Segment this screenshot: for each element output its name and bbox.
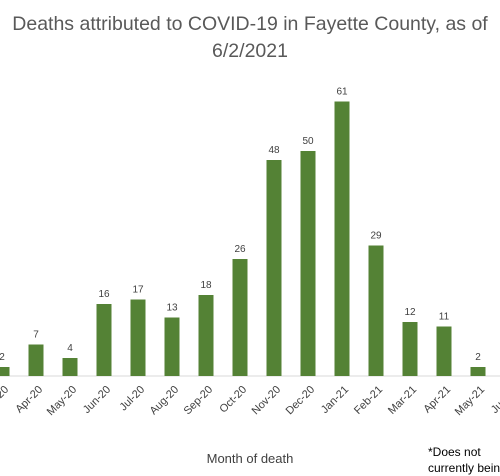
tick-label-Mar-21: Mar-21 <box>386 384 419 417</box>
data-label-Dec-20: 50 <box>302 136 314 147</box>
bar-May-20 <box>62 358 78 376</box>
bar-Mar-21 <box>402 322 418 376</box>
footnote-line2: currently bein <box>428 461 500 475</box>
tick-label-Oct-20: Oct-20 <box>217 384 249 416</box>
data-label-Apr-20: 7 <box>33 330 39 341</box>
data-label-Sep-20: 18 <box>200 280 212 291</box>
bar-Aug-20 <box>164 317 180 376</box>
bar-May-21 <box>470 367 486 376</box>
data-label-Mar-21: 12 <box>404 307 416 318</box>
data-label-Jan-21: 61 <box>336 87 348 98</box>
bar-Sep-20 <box>198 295 214 376</box>
tick-label-Jun-21: Jun-21 <box>489 384 500 416</box>
tick-label-Apr-20: Apr-20 <box>13 384 45 416</box>
tick-label-Nov-20: Nov-20 <box>250 384 284 418</box>
bar-Feb-21 <box>368 245 384 376</box>
bar-Jun-20 <box>96 304 112 376</box>
footnote: *Does not currently bein <box>428 444 500 476</box>
bar-Apr-21 <box>436 326 452 376</box>
tick-label-May-21: May-21 <box>453 384 487 418</box>
tick-label-Jan-21: Jan-21 <box>319 384 351 416</box>
tick-label-Jun-20: Jun-20 <box>81 384 113 416</box>
tick-label-Mar-20: Mar-20 <box>0 384 11 417</box>
tick-label-Aug-20: Aug-20 <box>148 384 182 418</box>
data-label-Jul-20: 17 <box>132 285 144 296</box>
tick-label-May-20: May-20 <box>45 384 79 418</box>
data-label-May-20: 4 <box>67 343 73 354</box>
data-label-Jun-20: 16 <box>98 289 110 300</box>
data-label-Nov-20: 48 <box>268 145 280 156</box>
x-axis-label: Month of death <box>206 451 294 466</box>
tick-label-Feb-21: Feb-21 <box>352 384 385 417</box>
tick-label-Apr-21: Apr-21 <box>421 384 453 416</box>
tick-label-Jul-20: Jul-20 <box>117 384 147 414</box>
bar-Dec-20 <box>300 151 316 376</box>
tick-label-Dec-20: Dec-20 <box>284 384 318 418</box>
data-label-May-21: 2 <box>475 352 481 363</box>
chart-title-line2: 6/2/2021 <box>212 40 288 62</box>
data-label-Oct-20: 26 <box>234 244 246 255</box>
footnote-line1: *Does not <box>428 445 481 459</box>
data-label-Feb-21: 29 <box>370 231 382 242</box>
data-label-Aug-20: 13 <box>166 303 178 314</box>
bar-Jul-20 <box>130 299 146 376</box>
bar-Mar-20 <box>0 367 10 376</box>
bar-Oct-20 <box>232 259 248 376</box>
tick-label-Sep-20: Sep-20 <box>182 384 216 418</box>
bar-Nov-20 <box>266 160 282 376</box>
bar-Apr-20 <box>28 344 44 376</box>
chart-title-line1: Deaths attributed to COVID-19 in Fayette… <box>12 13 488 35</box>
data-label-Apr-21: 11 <box>439 312 450 323</box>
bar-Jan-21 <box>334 101 350 376</box>
data-label-Mar-20: 2 <box>0 352 5 363</box>
